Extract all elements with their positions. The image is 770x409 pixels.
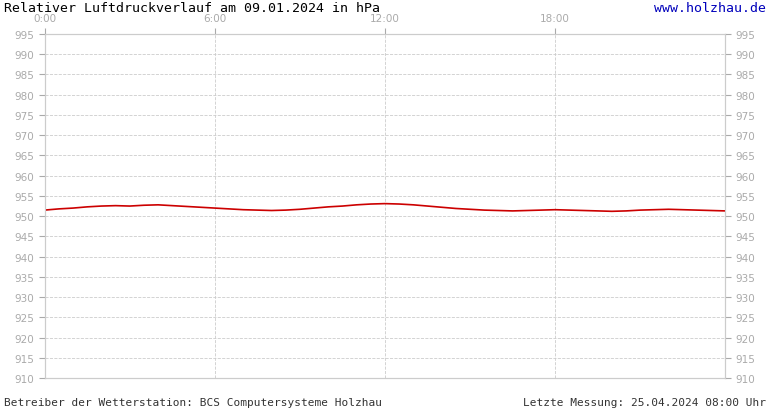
Text: www.holzhau.de: www.holzhau.de [654, 2, 766, 15]
Text: Relativer Luftdruckverlauf am 09.01.2024 in hPa: Relativer Luftdruckverlauf am 09.01.2024… [4, 2, 380, 15]
Text: Letzte Messung: 25.04.2024 08:00 Uhr: Letzte Messung: 25.04.2024 08:00 Uhr [523, 397, 766, 407]
Text: Betreiber der Wetterstation: BCS Computersysteme Holzhau: Betreiber der Wetterstation: BCS Compute… [4, 397, 382, 407]
